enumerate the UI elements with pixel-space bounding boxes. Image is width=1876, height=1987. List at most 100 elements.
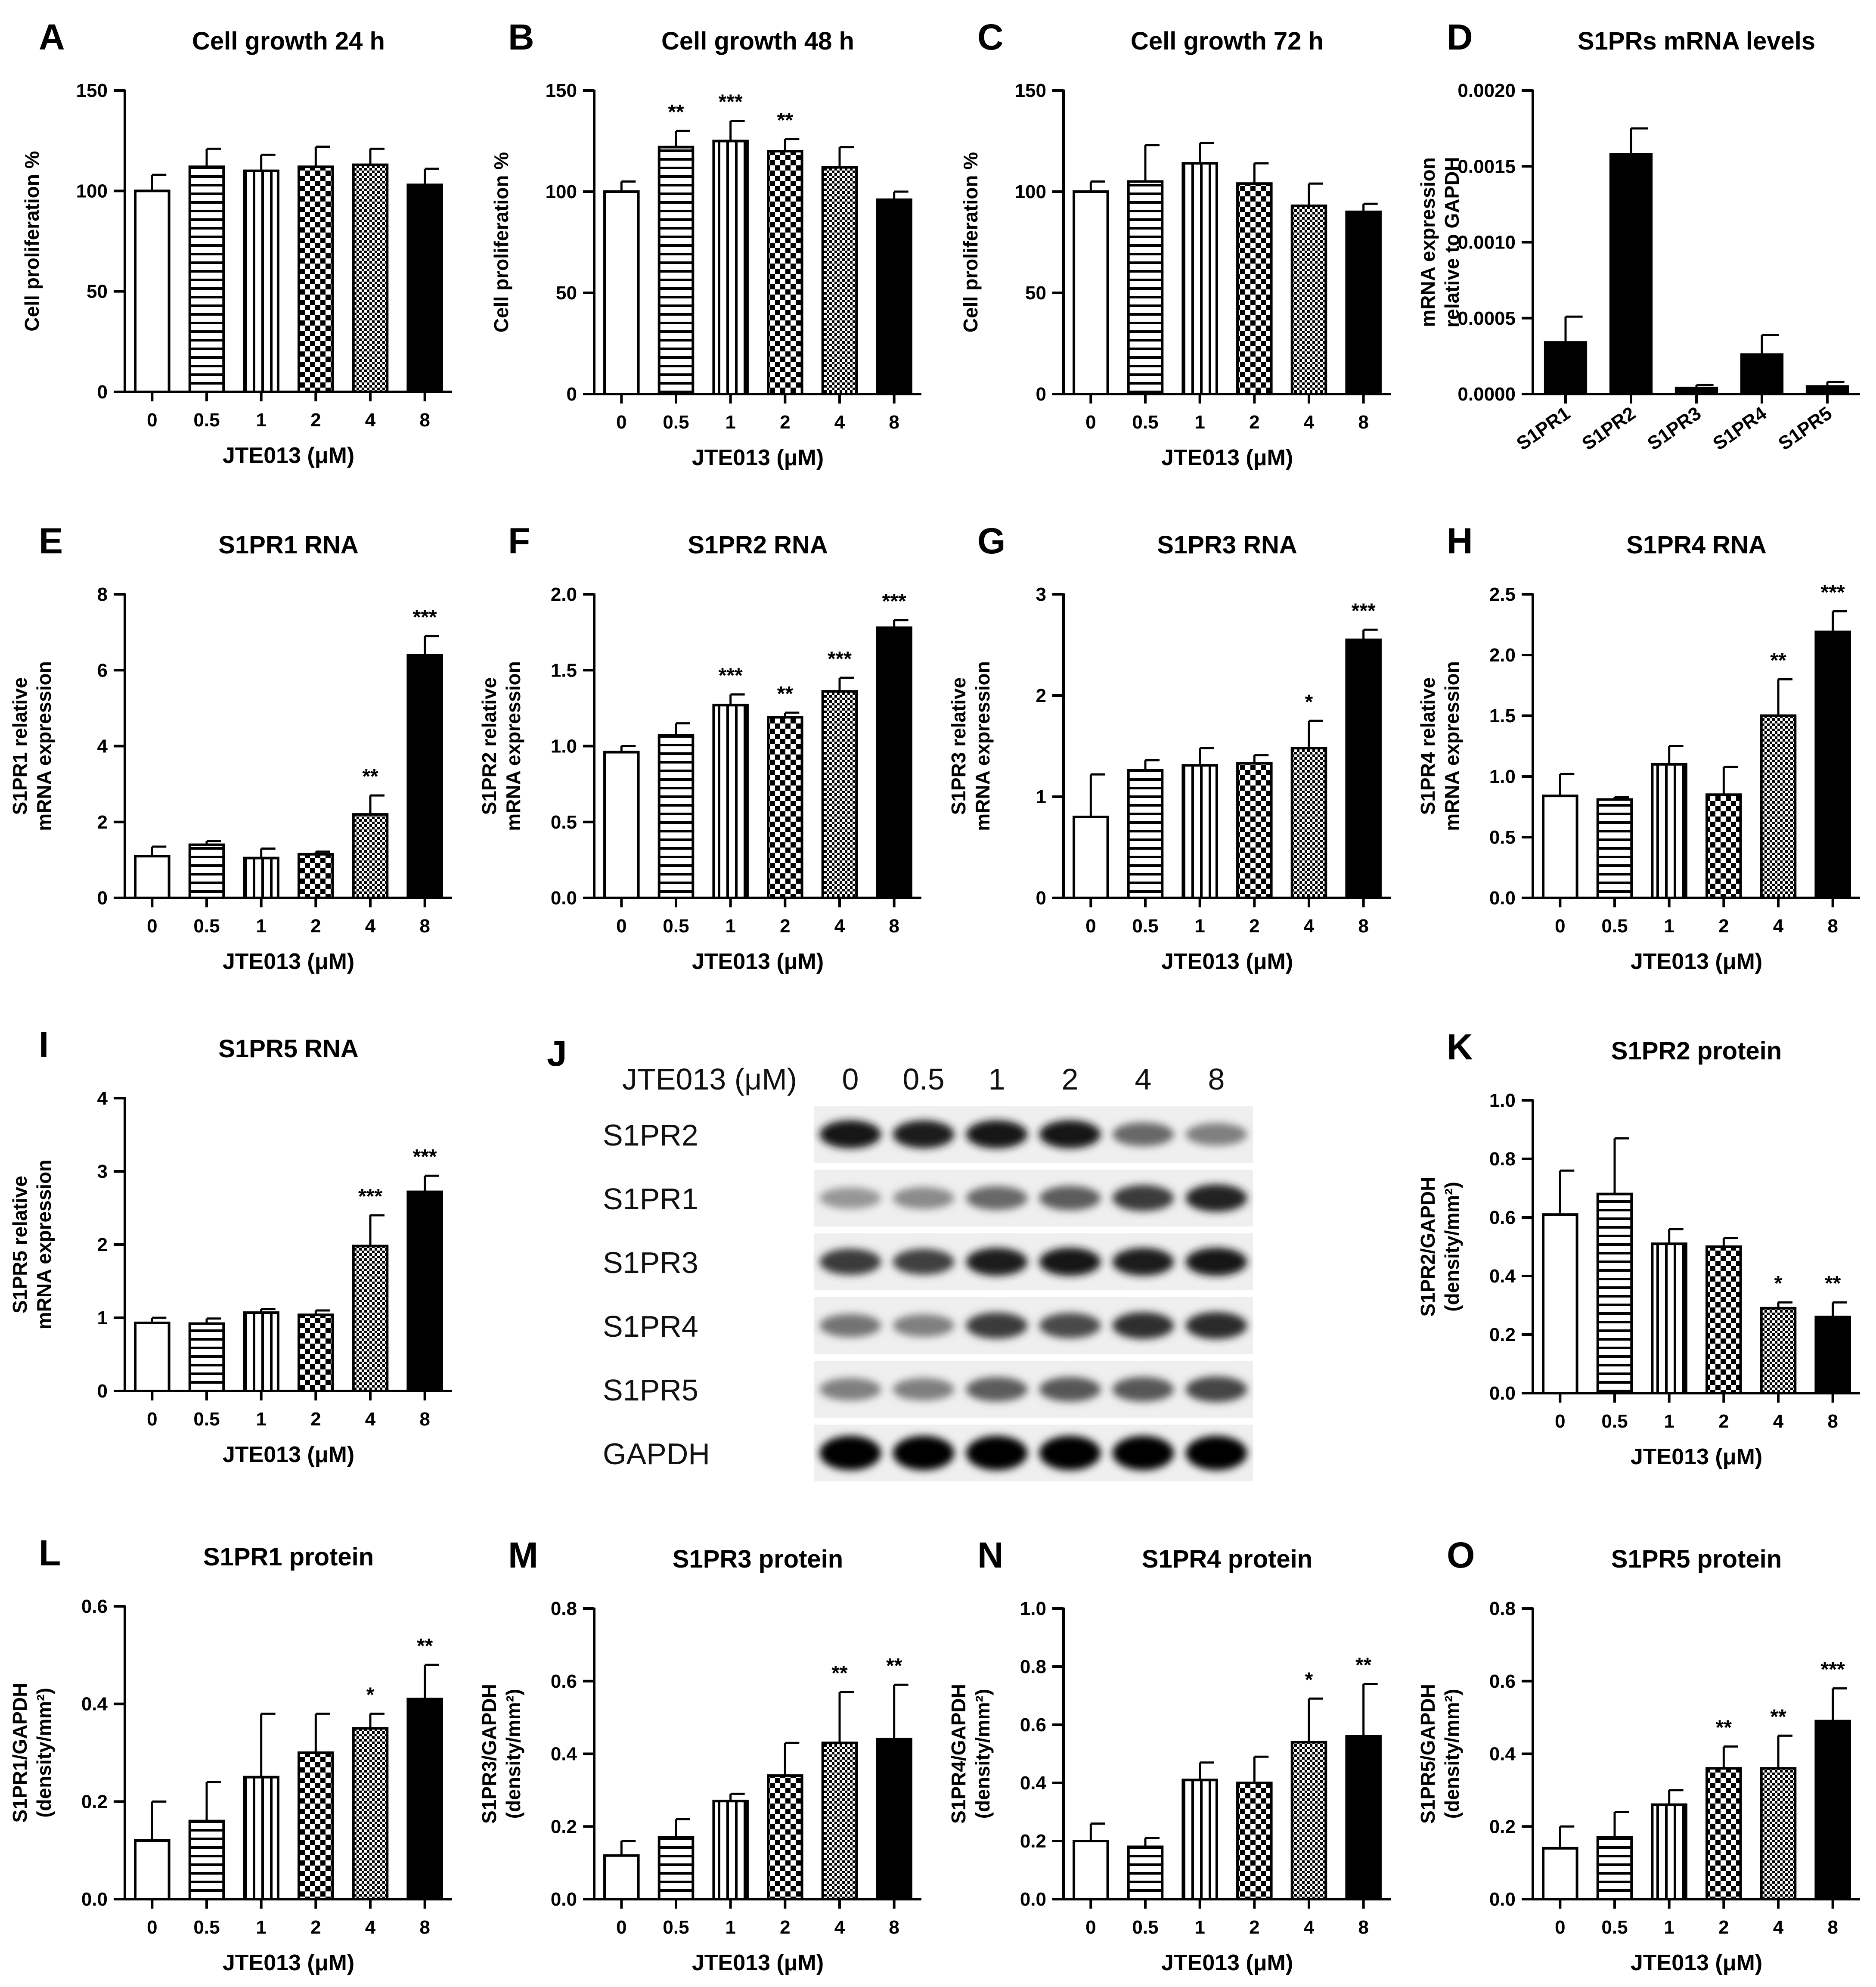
x-tick-label: 1 [1664, 1917, 1674, 1938]
blot-band [966, 1312, 1028, 1339]
x-tick-label: 8 [1358, 1917, 1368, 1938]
y-tick-label: 0.6 [1489, 1671, 1516, 1692]
y-axis-label-line: S1PR2 relative [478, 677, 500, 815]
x-tick-label: 8 [1827, 1411, 1838, 1432]
y-axis-label: S1PR5/GAPDH(density/mm²) [1417, 1684, 1463, 1824]
y-tick-label: 0.5 [1489, 827, 1516, 848]
x-tick-label: 0.5 [1601, 1917, 1628, 1938]
x-tick-label: 1 [256, 916, 266, 937]
y-axis-label-line: S1PR5 relative [9, 1176, 31, 1313]
x-tick-label: 0.5 [193, 1917, 220, 1938]
y-tick-label: 6 [97, 660, 108, 681]
y-tick-label: 0.2 [1489, 1816, 1516, 1837]
blot-band [1185, 1184, 1247, 1212]
charts-layer: A Cell growth 24 h Cell proliferation % 0 50… [9, 17, 1860, 1975]
x-axis-label: JTE013 (μM) [692, 445, 824, 470]
y-tick-label: 0.8 [1020, 1656, 1046, 1677]
x-tick-label: 0.5 [1601, 1411, 1628, 1432]
x-tick-label: 0.5 [663, 412, 689, 433]
bar [1596, 1192, 1633, 1395]
bar [821, 1742, 858, 1900]
x-tick-label: 0 [147, 916, 157, 937]
blot-band [1112, 1122, 1174, 1146]
significance-label: ** [886, 1655, 902, 1677]
x-tick-label: 4 [834, 1917, 845, 1938]
y-tick-label: 50 [1025, 283, 1046, 304]
bar [406, 654, 443, 899]
significance-label: *** [358, 1185, 382, 1208]
y-axis-label-line: S1PR2/GAPDH [1417, 1177, 1439, 1317]
x-tick-label: 8 [889, 1917, 899, 1938]
y-tick-label: 0.6 [1489, 1207, 1516, 1228]
panel-letter: K [1447, 1027, 1473, 1067]
y-tick-label: 0 [97, 888, 108, 909]
blot-row-label: S1PR1 [603, 1182, 698, 1216]
bar [243, 1776, 279, 1900]
chart-panel-d: D S1PRs mRNA levels mRNA expressionrelativ… [1417, 17, 1860, 454]
bar [1290, 1741, 1327, 1900]
x-tick-label: 4 [365, 1917, 376, 1938]
y-tick-label: 0.6 [1020, 1714, 1046, 1736]
y-axis-label: S1PR1/GAPDH(density/mm²) [9, 1683, 55, 1823]
significance-label: ** [668, 101, 684, 124]
bar [1345, 211, 1382, 395]
bar [1596, 798, 1633, 899]
x-axis-label: JTE013 (μM) [692, 949, 824, 974]
y-axis-label: Cell proliferation % [490, 152, 512, 332]
bar [767, 716, 803, 900]
y-tick-label: 2 [97, 1234, 108, 1255]
chart-title: S1PRs mRNA levels [1578, 27, 1815, 55]
x-tick-label: 4 [1773, 1917, 1784, 1938]
bar [1236, 762, 1273, 899]
y-axis-label-line: S1PR5/GAPDH [1417, 1684, 1439, 1824]
x-axis-label: JTE013 (μM) [223, 949, 354, 974]
y-axis-label-line: Cell proliferation % [21, 151, 43, 331]
y-axis-label-line: (density/mm²) [502, 1689, 524, 1819]
x-tick-label: S1PR3 [1643, 403, 1705, 454]
x-tick-label: 8 [419, 1917, 430, 1938]
x-tick-label: 8 [1358, 916, 1368, 937]
y-tick-label: 0.2 [1020, 1831, 1046, 1852]
significance-label: ** [1770, 649, 1786, 672]
y-tick-label: 150 [76, 80, 108, 101]
blot-band [1039, 1377, 1101, 1402]
blot-strip [814, 1361, 1253, 1418]
bar [243, 1311, 279, 1393]
y-axis-label: mRNA expressionrelative to GAPDH [1417, 157, 1463, 327]
x-tick-label: 1 [256, 1409, 266, 1430]
bar [134, 1321, 171, 1392]
y-tick-label: 4 [97, 736, 108, 757]
x-tick-label: 8 [889, 412, 899, 433]
significance-label: *** [719, 664, 743, 687]
significance-label: *** [719, 91, 743, 114]
panel-letter: A [39, 17, 65, 57]
bar [876, 626, 912, 900]
y-tick-label: 0.5 [551, 812, 577, 833]
bar [1651, 1803, 1687, 1900]
blot-band [1039, 1120, 1101, 1149]
blot-row-label: GAPDH [603, 1437, 710, 1471]
significance-label: *** [413, 1146, 437, 1168]
bar [1345, 1735, 1382, 1900]
x-tick-label: 0 [1085, 916, 1096, 937]
y-tick-label: 0.4 [1020, 1773, 1047, 1794]
x-tick-label: 2 [1718, 916, 1729, 937]
x-axis-label: JTE013 (μM) [223, 443, 354, 468]
significance-label: * [1305, 1668, 1313, 1691]
x-axis-label: JTE013 (μM) [223, 1950, 354, 1975]
y-tick-label: 8 [97, 584, 108, 605]
x-tick-label: 0 [616, 1917, 626, 1938]
x-tick-label: 8 [419, 1409, 430, 1430]
blot-band [1039, 1186, 1101, 1211]
x-tick-label: 0.5 [193, 916, 220, 937]
y-tick-label: 0.0000 [1457, 384, 1516, 405]
y-tick-label: 1 [1036, 786, 1046, 807]
significance-label: *** [1821, 1658, 1845, 1681]
bar [1542, 795, 1578, 899]
y-axis-label: Cell proliferation % [21, 151, 43, 331]
y-axis-label-line: Cell proliferation % [490, 152, 512, 332]
y-tick-label: 0.0 [81, 1889, 108, 1910]
x-tick-label: 0 [147, 1917, 157, 1938]
chart-panel-b: B Cell growth 48 h Cell proliferation % 0 50… [490, 17, 921, 470]
y-axis-label-line: mRNA expression [502, 661, 524, 831]
